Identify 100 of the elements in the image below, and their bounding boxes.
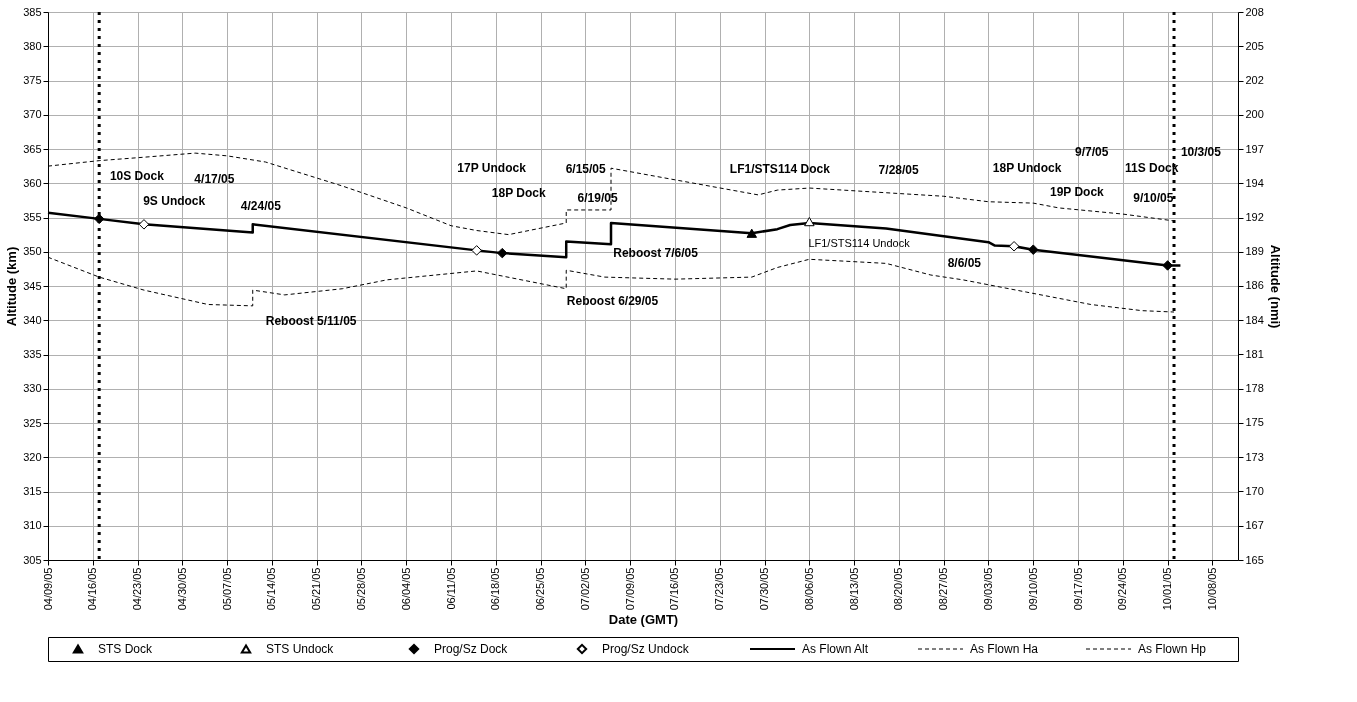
annotation: Reboost 5/11/05 — [265, 313, 357, 328]
y-tick-label: 370 — [23, 108, 42, 121]
point — [471, 245, 482, 256]
y2-tick-label: 186 — [1245, 279, 1264, 292]
y-tick-label: 320 — [23, 450, 42, 463]
point — [804, 217, 815, 227]
annotation: 4/17/05 — [194, 172, 235, 187]
y-tick-label: 365 — [23, 142, 42, 155]
legend-label: As Flown Hp — [1138, 642, 1207, 656]
y-tick-label: 330 — [23, 382, 42, 395]
x-tick-label: 04/16/05 — [86, 567, 99, 611]
x-tick-label: 06/18/05 — [489, 567, 502, 611]
x-tick-label: 06/11/05 — [444, 567, 457, 610]
point — [1162, 260, 1173, 271]
x-tick-label: 04/30/05 — [175, 567, 188, 611]
annotation: 9/10/05 — [1133, 190, 1174, 205]
annotation: 7/28/05 — [878, 163, 919, 178]
y-tick-label: 335 — [23, 348, 42, 360]
x-tick-label: 06/04/05 — [399, 567, 412, 611]
x-tick-label: 05/14/05 — [265, 567, 278, 611]
annotation: 17P Undock — [457, 161, 527, 176]
y2-tick-label: 165 — [1245, 553, 1264, 566]
y2-tick-label: 197 — [1245, 142, 1264, 155]
x-tick-label: 08/06/05 — [802, 567, 815, 611]
x-tick-label: 05/28/05 — [354, 567, 367, 611]
legend-label: As Flown Alt — [802, 642, 869, 656]
annotation: 11S Dock — [1124, 161, 1179, 176]
x-tick-label: 09/24/05 — [1116, 567, 1129, 611]
annotation: 9S Undock — [143, 194, 206, 209]
y2-tick-label: 175 — [1245, 416, 1264, 429]
annotation: LF1/STS114 Undock — [808, 237, 911, 250]
legend-label: Prog/Sz Undock — [602, 642, 690, 656]
x-tick-label: 07/30/05 — [758, 567, 771, 611]
x-tick-label: 07/09/05 — [623, 567, 636, 611]
y-tick-label: 385 — [23, 5, 42, 18]
legend-label: STS Dock — [98, 642, 154, 656]
annotation: 19P Dock — [1049, 185, 1105, 200]
y-tick-label: 310 — [23, 519, 42, 532]
x-tick-label: 07/16/05 — [668, 567, 681, 611]
y2-tick-label: 202 — [1245, 74, 1264, 87]
y2-tick-label: 184 — [1245, 313, 1264, 326]
x-tick-label: 08/13/05 — [847, 567, 860, 611]
x-tick-label: 05/07/05 — [220, 567, 233, 611]
y-tick-label: 375 — [23, 74, 42, 86]
annotation: 9/7/05 — [1074, 144, 1109, 159]
y2-tick-label: 178 — [1245, 382, 1264, 395]
point — [1008, 241, 1020, 252]
y-tick-label: 305 — [23, 553, 42, 566]
x-tick-label: 04/23/05 — [131, 567, 144, 611]
y-tick-label: 345 — [23, 279, 42, 292]
annotation: 6/19/05 — [577, 190, 618, 205]
y-tick-label: 315 — [23, 485, 42, 497]
x-tick-label: 06/25/05 — [534, 567, 547, 611]
x-tick-label: 04/09/05 — [41, 567, 54, 611]
x-tick-label: 10/01/05 — [1161, 567, 1174, 611]
annotation: 18P Dock — [491, 185, 547, 200]
x-tick-label: 08/27/05 — [937, 567, 950, 611]
legend-label: STS Undock — [266, 642, 335, 656]
y-axis-title: Altitude (km) — [4, 246, 20, 327]
x-axis-title: Date (GMT) — [608, 612, 679, 628]
x-tick-label: 09/03/05 — [981, 567, 994, 611]
legend-label: Prog/Sz Dock — [434, 642, 509, 656]
x-tick-label: 10/08/05 — [1205, 567, 1218, 611]
annotation: 10/3/05 — [1180, 144, 1222, 159]
legend-label: As Flown Ha — [970, 642, 1039, 656]
x-tick-label: 05/21/05 — [310, 567, 323, 611]
point — [138, 219, 150, 230]
annotation: Reboost 6/29/05 — [566, 293, 659, 308]
y-tick-label: 380 — [23, 39, 42, 52]
y2-tick-label: 194 — [1245, 176, 1264, 189]
y-tick-label: 355 — [23, 211, 42, 223]
annotation: 10S Dock — [109, 169, 165, 184]
point — [1028, 244, 1039, 255]
x-tick-label: 08/20/05 — [892, 567, 905, 611]
y-tick-label: 350 — [23, 245, 42, 258]
y2-tick-label: 192 — [1245, 211, 1264, 224]
y-tick-label: 360 — [23, 176, 42, 189]
y-tick-label: 340 — [23, 313, 42, 326]
y2-tick-label: 167 — [1245, 519, 1264, 532]
annotation: Reboost 7/6/05 — [613, 246, 699, 261]
point — [746, 228, 758, 238]
y2-tick-label: 208 — [1245, 5, 1264, 18]
y2-tick-label: 181 — [1245, 347, 1264, 360]
annotation: LF1/STS114 Dock — [729, 162, 831, 177]
annotation: 4/24/05 — [240, 198, 282, 213]
annotation: 6/15/05 — [565, 162, 607, 177]
x-tick-label: 07/23/05 — [713, 567, 726, 611]
y-tick-label: 325 — [23, 416, 42, 429]
x-tick-label: 07/02/05 — [578, 567, 591, 611]
y2-axis-title: Altitude (nmi) — [1267, 244, 1283, 329]
point — [497, 247, 508, 259]
annotation: 8/6/05 — [947, 255, 982, 270]
y2-tick-label: 173 — [1245, 450, 1264, 463]
x-tick-label: 09/17/05 — [1071, 567, 1084, 611]
y2-tick-label: 189 — [1245, 245, 1264, 258]
x-tick-label: 09/10/05 — [1026, 567, 1039, 611]
annotation: 18P Undock — [992, 161, 1062, 176]
y2-tick-label: 170 — [1245, 484, 1264, 497]
y2-tick-label: 205 — [1245, 39, 1264, 52]
y2-tick-label: 200 — [1245, 108, 1264, 121]
